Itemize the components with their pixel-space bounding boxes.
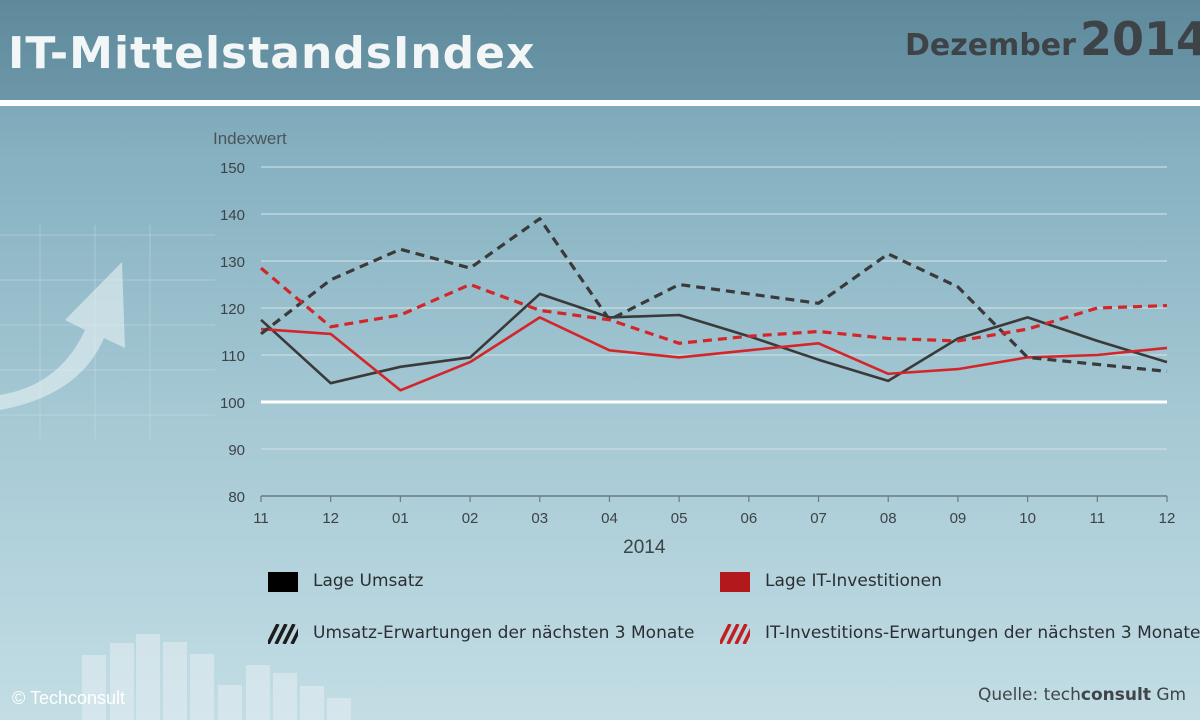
legend-item-lage-umsatz: Lage Umsatz <box>268 570 568 594</box>
growth-arrow-decoration <box>0 262 125 410</box>
y-tick-label: 100 <box>220 395 245 412</box>
y-axis-title: Indexwert <box>213 129 287 148</box>
x-tick-label: 11 <box>253 510 269 527</box>
legend-swatch-hatched-red <box>720 624 750 644</box>
x-tick-label: 05 <box>671 510 688 527</box>
legend-item-lage-it-investitionen: Lage IT-Investitionen <box>720 570 1020 594</box>
x-tick-label: 12 <box>322 510 339 527</box>
legend-swatch-hatched-black <box>268 624 298 644</box>
x-tick-label: 10 <box>1019 510 1036 527</box>
source-brand: consult <box>1080 685 1151 705</box>
axes <box>260 495 1168 502</box>
legend-item-umsatz-erwartungen: Umsatz-Erwartungen der nächsten 3 Monate <box>268 622 708 646</box>
series-lines <box>259 217 1168 392</box>
header-divider <box>0 100 1200 106</box>
y-tick-label: 130 <box>220 254 245 271</box>
legend-label: Lage Umsatz <box>313 571 424 591</box>
series-line-umsatz-erwartungen <box>260 217 1168 373</box>
x-tick-label: 09 <box>950 510 967 527</box>
x-tick-label: 08 <box>880 510 897 527</box>
x-tick-label: 03 <box>531 510 548 527</box>
date-heading: Dezember2014 <box>905 12 1200 66</box>
header-band <box>0 0 1200 100</box>
legend-label: Umsatz-Erwartungen der nächsten 3 Monate <box>313 623 695 643</box>
series-line-it-investitions-erwartungen <box>259 266 1168 345</box>
date-year: 2014 <box>1079 12 1200 66</box>
series-line-lage-umsatz <box>260 292 1168 385</box>
y-tick-label: 80 <box>228 489 245 506</box>
legend-swatch-solid-red <box>720 572 750 592</box>
series-line-lage-it-investitionen <box>260 316 1168 392</box>
page-title: IT-MittelstandsIndex <box>8 28 536 79</box>
y-tick-label: 90 <box>228 442 245 459</box>
legend-item-it-investitions-erwartungen: IT-Investitions-Erwartungen der nächsten… <box>720 622 1200 646</box>
source-credit: Quelle: techconsult Gm <box>978 685 1186 705</box>
date-month: Dezember <box>905 28 1076 63</box>
legend-swatch-solid-black <box>268 572 298 592</box>
legend-label: IT-Investitions-Erwartungen der nächsten… <box>765 623 1200 643</box>
x-axis-title: 2014 <box>623 537 666 558</box>
y-tick-label: 140 <box>220 207 245 224</box>
x-tick-label: 02 <box>462 510 479 527</box>
x-tick-label: 12 <box>1159 510 1176 527</box>
x-tick-label: 11 <box>1090 510 1106 527</box>
bar-decoration <box>82 634 351 720</box>
y-tick-label: 150 <box>220 160 245 177</box>
source-prefix: Quelle: tech <box>978 685 1081 705</box>
axis-labels: 80 90 100 110 120 130 140 150 11 12 01 02 03 04 05 06 07… <box>213 129 1175 558</box>
y-tick-label: 110 <box>221 348 245 365</box>
grid-lines <box>261 166 1167 450</box>
x-tick-label: 04 <box>601 510 618 527</box>
y-tick-label: 120 <box>220 301 245 318</box>
source-suffix: Gm <box>1150 685 1187 705</box>
legend-label: Lage IT-Investitionen <box>765 571 942 591</box>
copyright-notice: © Techconsult <box>12 688 125 708</box>
x-tick-label: 06 <box>741 510 758 527</box>
x-tick-label: 07 <box>810 510 827 527</box>
x-tick-label: 01 <box>392 510 409 527</box>
